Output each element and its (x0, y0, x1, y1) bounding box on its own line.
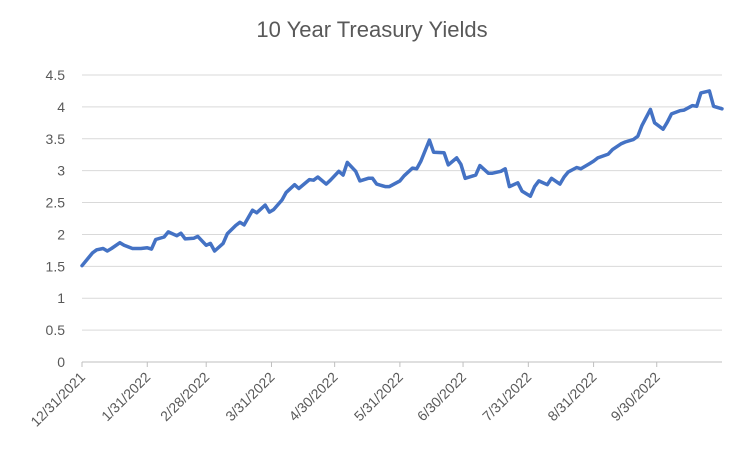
y-tick-label: 0.5 (46, 322, 66, 338)
x-tick-label: 6/30/2022 (414, 369, 470, 425)
y-tick-label: 1.5 (46, 258, 66, 274)
y-axis-ticks: 0 0.5 1 1.5 2 2.5 3 3.5 4 4.5 (46, 67, 66, 370)
chart-title: 10 Year Treasury Yields (256, 17, 487, 42)
x-tick-label: 2/28/2022 (157, 369, 213, 425)
x-tick-label: 5/31/2022 (351, 369, 407, 425)
x-tick-label: 1/31/2022 (98, 369, 154, 425)
x-tick-label: 7/31/2022 (479, 369, 535, 425)
y-tick-label: 4 (57, 99, 65, 115)
gridlines (82, 74, 722, 331)
y-tick-label: 1 (57, 290, 65, 306)
x-tick-label: 4/30/2022 (285, 369, 341, 425)
x-tick-label: 3/31/2022 (222, 369, 278, 425)
y-tick-label: 4.5 (46, 67, 66, 83)
x-tick-label: 8/31/2022 (544, 369, 600, 425)
y-tick-label: 3 (57, 163, 65, 179)
y-tick-label: 2 (57, 226, 65, 242)
series-layer (80, 89, 724, 268)
y-tick-label: 3.5 (46, 131, 66, 147)
x-tick-label: 12/31/2021 (27, 369, 88, 430)
x-axis-ticks: 12/31/2021 1/31/2022 2/28/2022 3/31/2022 4/3… (27, 362, 663, 430)
y-tick-label: 2.5 (46, 195, 66, 211)
series-line (80, 89, 724, 268)
x-tick-label: 9/30/2022 (607, 369, 663, 425)
y-tick-label: 0 (57, 354, 65, 370)
